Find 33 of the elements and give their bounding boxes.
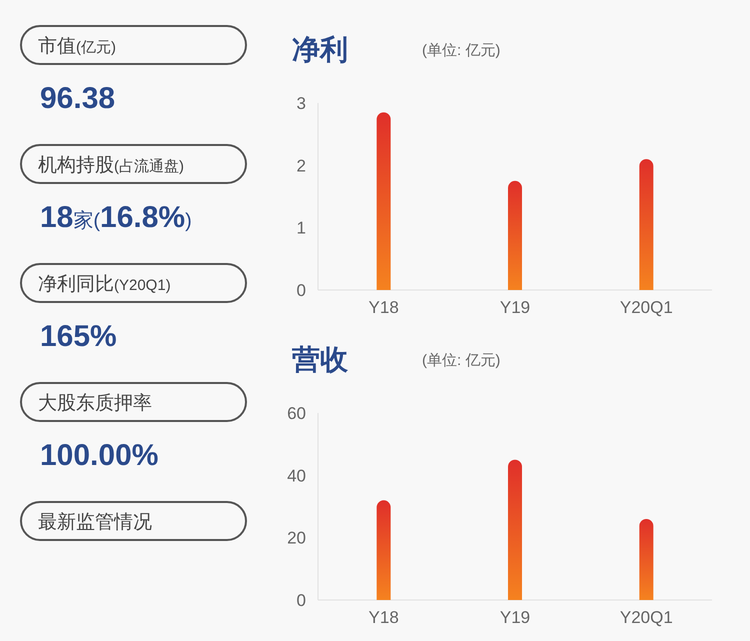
x-tick-label: Y19	[500, 298, 530, 317]
y-tick-label: 0	[296, 281, 306, 300]
y-tick-label: 40	[287, 466, 306, 486]
bar	[376, 112, 391, 290]
text: 最新监管情况	[38, 511, 152, 533]
text: 165%	[40, 320, 117, 353]
y-tick-label: 3	[296, 94, 306, 113]
bar	[376, 500, 391, 600]
chart-subtitle: (单位: 亿元)	[422, 42, 500, 59]
x-tick-label: Y19	[500, 608, 530, 627]
y-tick-label: 2	[296, 156, 306, 176]
chart-title: 净利	[292, 34, 348, 65]
text: 大股东质押率	[38, 392, 152, 414]
text: 18家(16.8%)	[40, 201, 192, 234]
x-tick-label: Y20Q1	[620, 608, 673, 627]
bar	[639, 159, 654, 290]
x-tick-label: Y18	[368, 608, 399, 627]
text: 市值(亿元)	[38, 35, 116, 57]
y-tick-label: 1	[296, 218, 306, 238]
bar	[639, 518, 654, 600]
text: 净利同比(Y20Q1)	[38, 274, 171, 295]
text: 机构持股(占流通盘)	[38, 155, 184, 176]
y-tick-label: 60	[287, 404, 306, 423]
y-tick-label: 0	[296, 591, 306, 610]
text: 96.38	[40, 82, 116, 115]
bar	[508, 180, 522, 290]
text: 100.00%	[40, 439, 158, 472]
chart-title: 营收	[291, 344, 349, 375]
y-tick-label: 20	[287, 528, 306, 548]
x-tick-label: Y18	[368, 298, 399, 317]
x-tick-label: Y20Q1	[620, 298, 673, 317]
bar	[508, 460, 522, 600]
chart-subtitle: (单位: 亿元)	[422, 352, 500, 369]
